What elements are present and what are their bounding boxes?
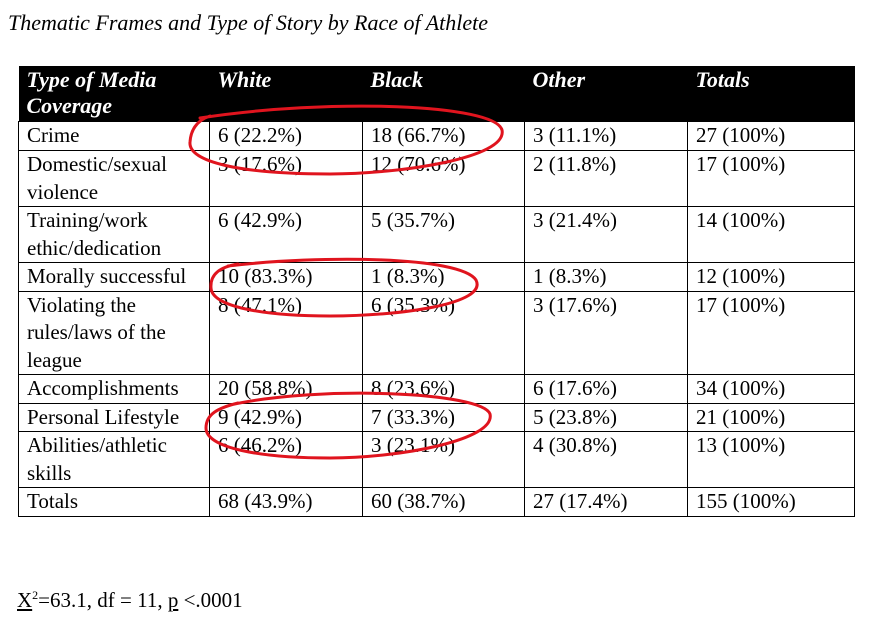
cell-other: 5 (23.8%) xyxy=(524,402,688,432)
cell-total: 17 (100%) xyxy=(687,290,855,375)
header-white: White xyxy=(209,66,363,122)
cell-white: 8 (47.1%) xyxy=(209,290,363,375)
table-row: Personal Lifestyle 9 (42.9%) 7 (33.3%) 5… xyxy=(18,402,855,432)
header-totals: Totals xyxy=(687,66,855,122)
table-row: Domestic/sexual violence 3 (17.6%) 12 (7… xyxy=(18,150,855,207)
header-other: Other xyxy=(524,66,688,122)
row-type: Training/work ethic/dedication xyxy=(18,206,210,263)
cell-white: 9 (42.9%) xyxy=(209,402,363,432)
cell-other: 1 (8.3%) xyxy=(524,262,688,292)
chi-exponent: 2 xyxy=(32,588,39,602)
cell-black: 8 (23.6%) xyxy=(362,374,525,404)
p-value: <.0001 xyxy=(178,588,243,612)
header-type: Type of Media Coverage xyxy=(18,66,210,122)
cell-white: 20 (58.8%) xyxy=(209,374,363,404)
cell-other: 27 (17.4%) xyxy=(524,487,688,517)
cell-other: 3 (17.6%) xyxy=(524,290,688,375)
cell-total: 14 (100%) xyxy=(687,206,855,263)
table-row: Training/work ethic/dedication 6 (42.9%)… xyxy=(18,206,855,263)
row-type: Totals xyxy=(18,487,210,517)
table-row: Morally successful 10 (83.3%) 1 (8.3%) 1… xyxy=(18,262,855,292)
cell-total: 12 (100%) xyxy=(687,262,855,292)
cell-total: 34 (100%) xyxy=(687,374,855,404)
row-type: Crime xyxy=(18,121,210,151)
chi-square-statistic: X2=63.1, df = 11, p <.0001 xyxy=(17,588,243,613)
cell-black: 7 (33.3%) xyxy=(362,402,525,432)
cell-black: 18 (66.7%) xyxy=(362,121,525,151)
cell-black: 3 (23.1%) xyxy=(362,431,525,488)
cell-other: 4 (30.8%) xyxy=(524,431,688,488)
table-row: Accomplishments 20 (58.8%) 8 (23.6%) 6 (… xyxy=(18,374,855,404)
chi-value: =63.1, df = 11, xyxy=(38,588,168,612)
table-title: Thematic Frames and Type of Story by Rac… xyxy=(8,10,489,35)
cell-black: 60 (38.7%) xyxy=(362,487,525,517)
cell-other: 2 (11.8%) xyxy=(524,150,688,207)
row-type: Abilities/athletic skills xyxy=(18,431,210,488)
row-type: Violating the rules/laws of the league xyxy=(18,290,210,375)
row-type: Personal Lifestyle xyxy=(18,402,210,432)
cell-total: 27 (100%) xyxy=(687,121,855,151)
cell-black: 1 (8.3%) xyxy=(362,262,525,292)
totals-row: Totals 68 (43.9%) 60 (38.7%) 27 (17.4%) … xyxy=(18,487,855,517)
cell-white: 6 (42.9%) xyxy=(209,206,363,263)
cell-white: 3 (17.6%) xyxy=(209,150,363,207)
cell-total: 17 (100%) xyxy=(687,150,855,207)
cell-other: 6 (17.6%) xyxy=(524,374,688,404)
cell-black: 6 (35.3%) xyxy=(362,290,525,375)
cell-other: 3 (21.4%) xyxy=(524,206,688,263)
cell-white: 6 (22.2%) xyxy=(209,121,363,151)
row-type: Domestic/sexual violence xyxy=(18,150,210,207)
row-type: Morally successful xyxy=(18,262,210,292)
cell-black: 12 (70.6%) xyxy=(362,150,525,207)
cell-other: 3 (11.1%) xyxy=(524,121,688,151)
cell-white: 6 (46.2%) xyxy=(209,431,363,488)
cell-total: 13 (100%) xyxy=(687,431,855,488)
header-black: Black xyxy=(362,66,525,122)
cell-total: 155 (100%) xyxy=(687,487,855,517)
header-row: Type of Media Coverage White Black Other… xyxy=(18,66,855,122)
cell-black: 5 (35.7%) xyxy=(362,206,525,263)
cell-total: 21 (100%) xyxy=(687,402,855,432)
cell-white: 10 (83.3%) xyxy=(209,262,363,292)
p-symbol: p xyxy=(167,588,179,612)
table-row: Crime 6 (22.2%) 18 (66.7%) 3 (11.1%) 27 … xyxy=(18,121,855,151)
row-type: Accomplishments xyxy=(18,374,210,404)
cell-white: 68 (43.9%) xyxy=(209,487,363,517)
chi-symbol: X xyxy=(17,588,33,612)
table-row: Violating the rules/laws of the league 8… xyxy=(18,290,855,375)
table-row: Abilities/athletic skills 6 (46.2%) 3 (2… xyxy=(18,431,855,488)
data-table: Type of Media Coverage White Black Other… xyxy=(18,66,855,517)
